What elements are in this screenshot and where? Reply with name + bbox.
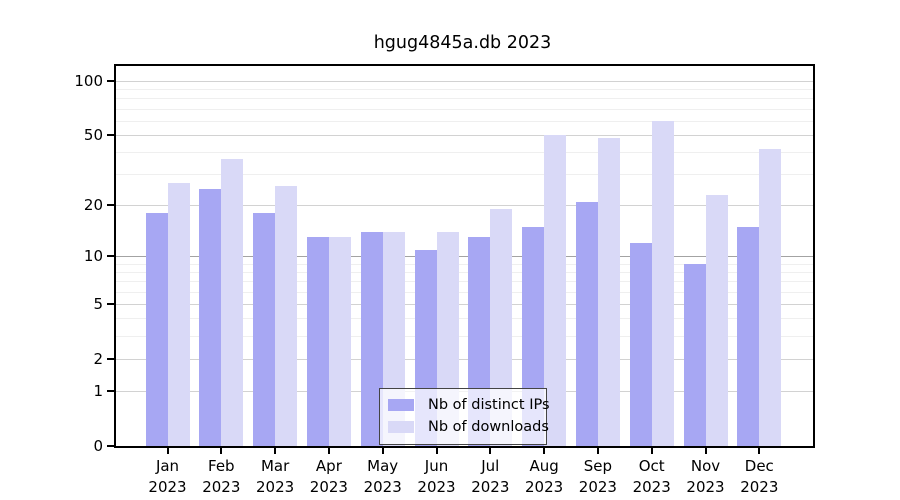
x-tick-label-aug: Aug 2023	[525, 457, 564, 496]
legend-label-downloads: Nb of downloads	[428, 419, 549, 435]
x-tick-label-jun: Jun 2023	[417, 457, 456, 496]
bar-ips-nov	[683, 264, 706, 446]
x-tick-label-jul: Jul 2023	[471, 457, 510, 496]
y-tick-label: 100	[74, 72, 103, 91]
bar-downloads-apr	[328, 237, 351, 446]
bar-downloads-jan	[167, 182, 190, 446]
y-tick	[107, 204, 114, 207]
y-tick	[107, 390, 114, 393]
bar-ips-mar	[253, 213, 276, 446]
y-tick	[107, 303, 114, 306]
x-tick	[327, 448, 330, 454]
plot-area: 0 1 2 5 10 20 50 100 Jan 2023 Feb 2023 Mar 2023 Apr 20…	[74, 64, 815, 496]
gridline	[116, 281, 813, 283]
bar-ips-oct	[629, 243, 652, 446]
y-tick	[107, 358, 114, 361]
x-tick	[489, 448, 492, 454]
x-tick-label-oct: Oct 2023	[632, 457, 671, 496]
gridline	[116, 318, 813, 320]
bar-downloads-jul	[490, 209, 513, 446]
gridline	[116, 120, 813, 122]
bar-downloads-sep	[597, 138, 620, 446]
bar-ips-sep	[575, 201, 598, 446]
bar-downloads-mar	[275, 185, 298, 446]
x-tick	[435, 448, 438, 454]
x-tick	[596, 448, 599, 454]
x-tick-label-may: May 2023	[363, 457, 402, 496]
legend-row-downloads: Nb of downloads	[388, 416, 549, 438]
chart-title: hgug4845a.db 2023	[373, 33, 552, 53]
y-tick	[107, 445, 114, 447]
y-tick-label: 20	[83, 196, 103, 215]
gridline	[116, 271, 813, 273]
bar-downloads-nov	[705, 194, 728, 446]
bar-ips-may	[360, 232, 383, 446]
x-tick	[704, 448, 707, 454]
gridline	[116, 335, 813, 337]
x-tick-label-mar: Mar 2023	[256, 457, 295, 496]
gridline	[116, 108, 813, 110]
legend-swatch-distinct-ips	[388, 399, 414, 411]
bar-downloads-feb	[221, 158, 244, 446]
x-tick	[166, 448, 169, 454]
bar-downloads-oct	[651, 121, 674, 446]
gridline	[116, 174, 813, 176]
x-tick	[543, 448, 546, 454]
x-tick	[381, 448, 384, 454]
gridline	[116, 263, 813, 265]
y-tick-label: 1	[93, 382, 103, 401]
bar-ips-feb	[199, 188, 222, 446]
bar-downloads-aug	[544, 135, 567, 446]
gridline	[116, 98, 813, 100]
legend-swatch-downloads	[388, 421, 414, 433]
x-tick-label-jan: Jan 2023	[148, 457, 187, 496]
x-tick-label-apr: Apr 2023	[309, 457, 348, 496]
legend-row-distinct-ips: Nb of distinct IPs	[388, 394, 550, 416]
gridline	[116, 291, 813, 293]
gridline	[116, 204, 813, 206]
x-tick	[274, 448, 277, 454]
y-tick	[107, 134, 114, 137]
gridline	[116, 134, 813, 136]
gridline	[116, 80, 813, 82]
bar-downloads-dec	[759, 148, 782, 446]
y-tick	[107, 255, 114, 258]
bar-ips-apr	[306, 237, 329, 446]
y-tick-label: 10	[83, 247, 103, 266]
bar-ips-jan	[145, 213, 168, 446]
x-tick-label-nov: Nov 2023	[686, 457, 725, 496]
gridline	[116, 151, 813, 153]
y-tick-label: 50	[83, 126, 103, 145]
legend: Nb of distinct IPs Nb of downloads	[379, 388, 550, 445]
x-tick	[650, 448, 653, 454]
gridline	[116, 303, 813, 305]
bar-ips-dec	[737, 226, 760, 446]
y-tick-label: 5	[93, 295, 103, 314]
y-tick	[107, 80, 114, 83]
gridline	[116, 255, 813, 257]
gridline	[116, 88, 813, 90]
legend-label-distinct-ips: Nb of distinct IPs	[428, 397, 550, 413]
y-tick-label: 2	[93, 350, 103, 369]
x-tick-label-feb: Feb 2023	[202, 457, 241, 496]
gridline	[116, 358, 813, 360]
x-tick-label-sep: Sep 2023	[578, 457, 617, 496]
x-tick	[758, 448, 761, 454]
x-tick	[220, 448, 223, 454]
y-tick-label: 0	[93, 437, 103, 455]
x-tick-label-dec: Dec 2023	[740, 457, 779, 496]
